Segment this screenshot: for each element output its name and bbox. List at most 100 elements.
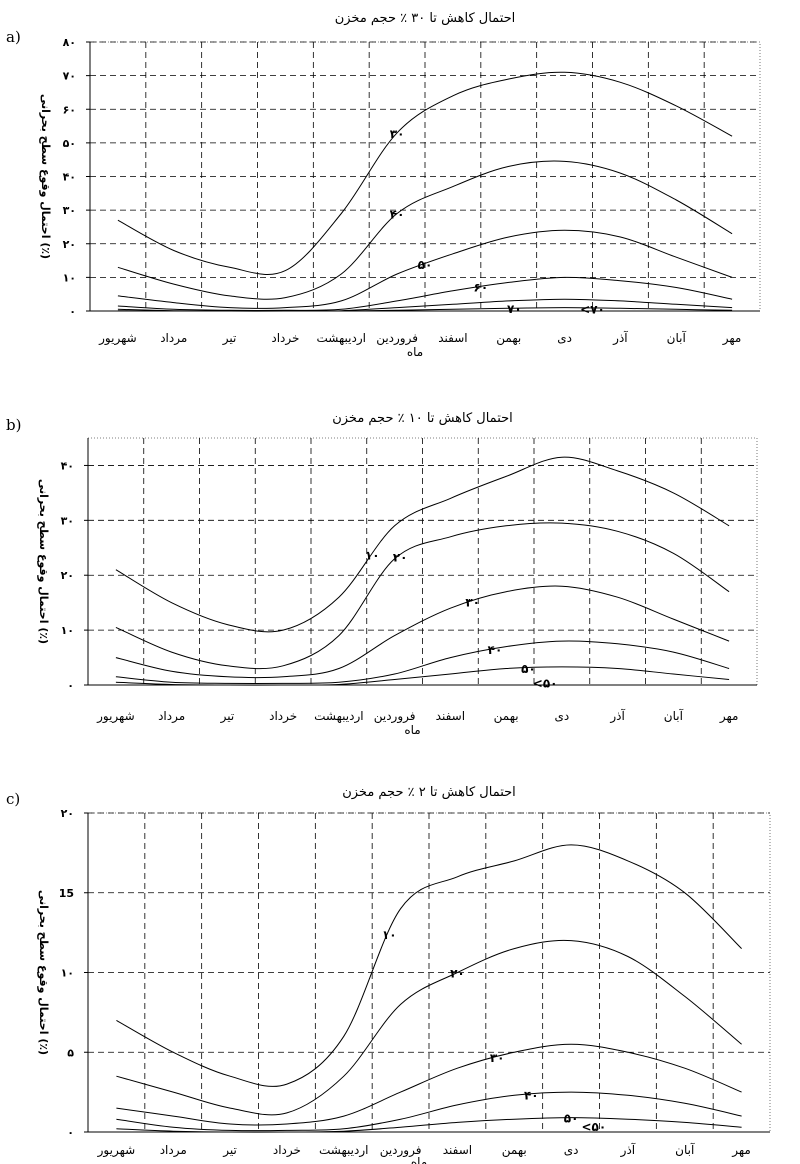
y-axis-title: احتمال وقوع سطح بحرانی (٪) [37,890,50,1055]
y-tick-label: ۰ [67,679,74,692]
y-tick-label: ۵ [67,1046,74,1059]
series-label: ۷۰ [507,302,522,316]
x-tick-label: خرداد [273,1143,301,1158]
x-axis-title: ماه [404,723,420,737]
x-tick-label: خرداد [269,709,297,724]
x-tick-label: فروردین [374,709,416,724]
x-tick-label: فروردین [376,331,418,346]
x-tick-label: مهر [731,1143,751,1158]
series-label: ۳۰ [390,127,405,141]
x-tick-label: اسفند [436,709,465,723]
series-label: ۴۰ [524,1088,539,1102]
x-tick-label: مرداد [160,1143,187,1158]
series-line [116,1043,742,1126]
extra-curve-label: <۷۰ [580,302,605,316]
x-tick-label: آذر [612,330,628,346]
series-label: ۶۰ [474,281,489,295]
x-tick-label: تیر [222,1143,237,1158]
x-tick-label: بهمن [502,1143,527,1158]
x-tick-label: تیر [220,709,235,724]
y-tick-label: ۰ [69,305,76,318]
series-line [116,1091,742,1132]
x-tick-label: دی [557,331,572,345]
x-tick-label: آبان [675,1142,695,1157]
x-tick-label: بهمن [496,331,521,346]
series-line [117,307,733,312]
series-line [115,585,730,679]
y-tick-label: ۸۰ [63,36,76,49]
chart-title: احتمال کاهش تا ۱۰ ٪ حجم مخزن [332,411,513,426]
x-tick-label: اسفند [438,331,467,345]
x-tick-label: تیر [222,331,237,346]
chart-panel-a: ۰ ۱۰ ۲۰ ۳۰ ۴۰ ۵۰ ۶۰ ۷۰ ۸۰ مهر آبان آذر دی بهمن اسفند فر… [0,0,800,380]
y-axis-title: احتمال وقوع سطح بحرانی (٪) [37,479,50,644]
y-tick-label: ۲۰ [61,569,74,582]
chart-panel-c: ۰ ۵ ۱۰ 15 ۲۰ مهر آبان آذر دی بهمن اسفند فروردین اردی… [0,780,800,1164]
series-line [115,522,730,670]
x-tick-label: مرداد [158,709,185,724]
series-line [115,456,730,633]
series-label: ۵۰ [418,258,433,272]
series-label: ۱۰ [365,548,380,562]
x-axis-title: ماه [407,345,423,359]
chart-c-svg: ۰ ۵ ۱۰ 15 ۲۰ مهر آبان آذر دی بهمن اسفند فروردین اردی… [6,785,771,1164]
series-label: ۲۰ [450,967,465,981]
extra-curve-label: <۵۰ [581,1120,606,1134]
y-tick-label: ۳۰ [63,204,76,217]
series-line [116,1117,742,1133]
y-tick-label: ۳۰ [61,514,74,527]
x-tick-label: شهریور [97,1143,136,1158]
x-tick-label: آذر [620,1142,636,1158]
series-label: ۵۰ [564,1112,579,1126]
series-line [115,640,730,684]
x-tick-label: مهر [722,331,742,346]
series-label: ۳۰ [465,596,480,610]
x-tick-label: مرداد [160,331,187,346]
panel-label: b) [6,416,21,434]
y-axis-title: احتمال وقوع سطح بحرانی (٪) [39,94,52,259]
extra-curve-label: <۵۰ [533,676,558,690]
series-line [117,276,733,311]
series-label: ۱۰ [382,928,397,942]
y-tick-label: ۴۰ [63,171,76,184]
y-tick-label: ۱۰ [61,967,74,980]
panel-label: c) [6,790,20,808]
chart-title: احتمال کاهش تا ۳۰ ٪ حجم مخزن [335,11,516,26]
x-tick-label: اردیبهشت [314,709,363,724]
x-tick-label: فروردین [380,1143,422,1158]
series-line [116,939,742,1116]
y-tick-label: ۴۰ [61,459,74,472]
y-tick-label: ۱۰ [61,624,74,637]
y-tick-label: ۲۰ [61,807,74,820]
x-tick-label: دی [564,1143,579,1157]
y-tick-label: 15 [59,887,74,900]
x-tick-label: آبان [664,708,684,723]
y-tick-label: ۵۰ [63,137,76,150]
x-tick-label: شهریور [98,331,137,346]
y-tick-label: ۱۰ [63,271,76,284]
series-line [117,229,733,309]
plot-frame [87,437,758,686]
series-label: ۲۰ [393,551,408,565]
x-tick-label: دی [555,709,570,723]
y-tick-label: ۷۰ [63,70,76,83]
series-label: ۴۰ [390,207,405,221]
series-line [115,666,730,686]
x-tick-label: اردیبهشت [319,1143,368,1158]
series-label: ۴۰ [488,643,503,657]
series-line [116,844,742,1087]
chart-b-svg: ۰ ۱۰ ۲۰ ۳۰ ۴۰ مهر آبان آذر دی بهمن اسفند فروردین ارد… [6,411,758,737]
x-tick-label: شهریور [96,709,135,724]
panel-label: a) [6,28,21,46]
chart-a-svg: ۰ ۱۰ ۲۰ ۳۰ ۴۰ ۵۰ ۶۰ ۷۰ ۸۰ مهر آبان آذر دی بهمن اسفند فر… [6,11,761,359]
series-line [117,71,733,275]
y-tick-label: ۰ [67,1126,74,1139]
x-tick-label: خرداد [271,331,299,346]
x-tick-label: آذر [609,708,625,724]
y-tick-label: ۲۰ [63,238,76,251]
chart-title: احتمال کاهش تا ۲ ٪ حجم مخزن [342,785,516,800]
y-tick-label: ۶۰ [63,103,76,116]
series-line [117,160,733,300]
series-label: ۳۰ [490,1051,505,1065]
x-tick-label: اسفند [443,1143,472,1157]
